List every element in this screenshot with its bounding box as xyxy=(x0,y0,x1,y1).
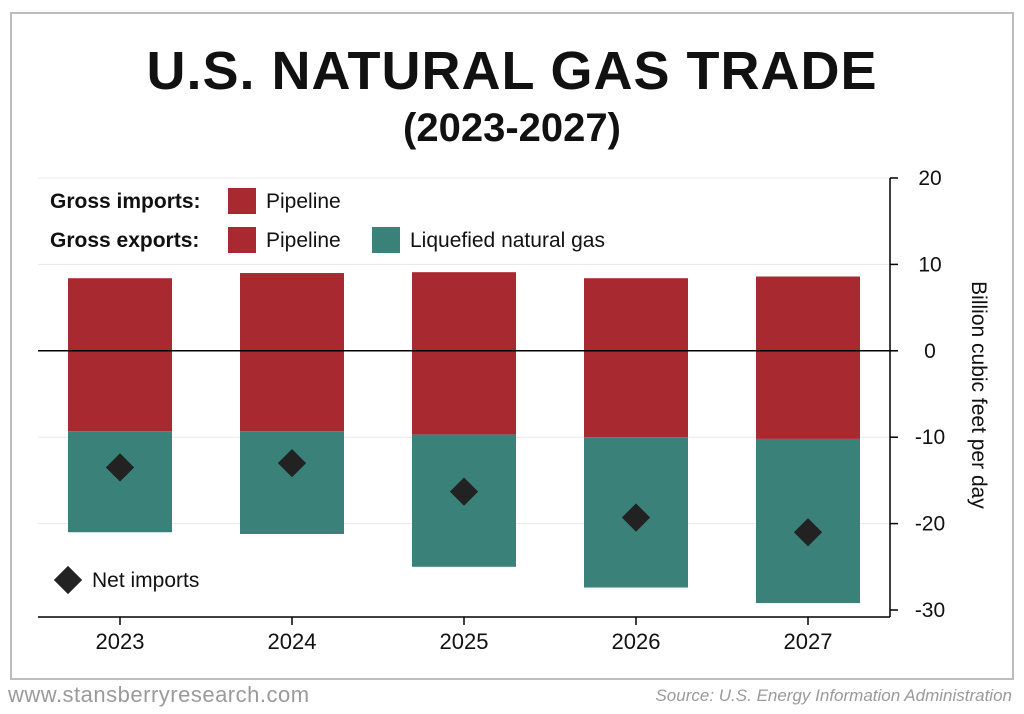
y-tick-label: 10 xyxy=(918,253,941,276)
legend-imports-label: Gross imports: xyxy=(50,190,201,213)
bar-imports-pipeline-2024 xyxy=(240,273,344,351)
bar-imports-pipeline-2026 xyxy=(584,278,688,351)
net-imports-markers xyxy=(105,448,823,547)
x-tick-label: 2023 xyxy=(96,629,145,654)
x-tick-label: 2026 xyxy=(612,629,661,654)
legend-exports-pipeline-label: Pipeline xyxy=(266,229,341,252)
net-imports-marker-2026 xyxy=(621,503,651,532)
legend: Gross imports: Pipeline Gross exports: P… xyxy=(50,188,605,595)
net-imports-marker-2027 xyxy=(793,518,823,547)
bar-exports-lng-2024 xyxy=(240,431,344,534)
y-tick-label: 20 xyxy=(918,167,941,190)
legend-exports-label: Gross exports: xyxy=(50,229,199,252)
bar-exports-lng-2023 xyxy=(68,431,172,533)
bar-exports-pipeline-2023 xyxy=(68,350,172,432)
chart-title: U.S. NATURAL GAS TRADE xyxy=(146,41,878,101)
footer-website[interactable]: www.stansberryresearch.com xyxy=(8,682,310,707)
chart-subtitle: (2023-2027) xyxy=(403,106,621,150)
x-tick-label: 2027 xyxy=(784,629,833,654)
bar-exports-pipeline-2025 xyxy=(412,350,516,435)
legend-exports-lng-swatch xyxy=(372,227,400,253)
net-imports-marker-2024 xyxy=(277,448,307,478)
bar-exports-pipeline-2026 xyxy=(584,350,688,438)
legend-exports-pipeline-swatch xyxy=(228,227,256,253)
footer-source: Source: U.S. Energy Information Administ… xyxy=(655,686,1012,705)
axes-group xyxy=(38,177,898,625)
bar-exports-pipeline-2027 xyxy=(756,350,860,439)
bars-group xyxy=(68,272,860,604)
bar-imports-pipeline-2023 xyxy=(68,278,172,351)
y-tick-label: -30 xyxy=(915,599,945,622)
net-imports-marker-2025 xyxy=(449,477,479,506)
bar-exports-pipeline-2024 xyxy=(240,350,344,432)
legend-imports-pipeline-swatch xyxy=(228,188,256,214)
y-tick-label: -10 xyxy=(915,426,945,449)
legend-exports-lng-label: Liquefied natural gas xyxy=(410,229,605,252)
x-tick-label: 2024 xyxy=(268,629,317,654)
legend-imports-pipeline-label: Pipeline xyxy=(266,190,341,213)
legend-net-imports-label: Net imports xyxy=(92,569,199,592)
y-tick-label: -20 xyxy=(915,513,945,536)
bar-imports-pipeline-2027 xyxy=(756,276,860,351)
y-axis-label: Billion cubic feet per day xyxy=(967,281,990,509)
legend-net-imports-marker xyxy=(53,565,83,595)
x-tick-label: 2025 xyxy=(440,629,489,654)
tick-labels: 20 10 0 -10 -20 -30 2023 2024 2025 2026 2027 xyxy=(96,167,946,654)
bar-imports-pipeline-2025 xyxy=(412,272,516,351)
y-tick-label: 0 xyxy=(924,340,936,363)
